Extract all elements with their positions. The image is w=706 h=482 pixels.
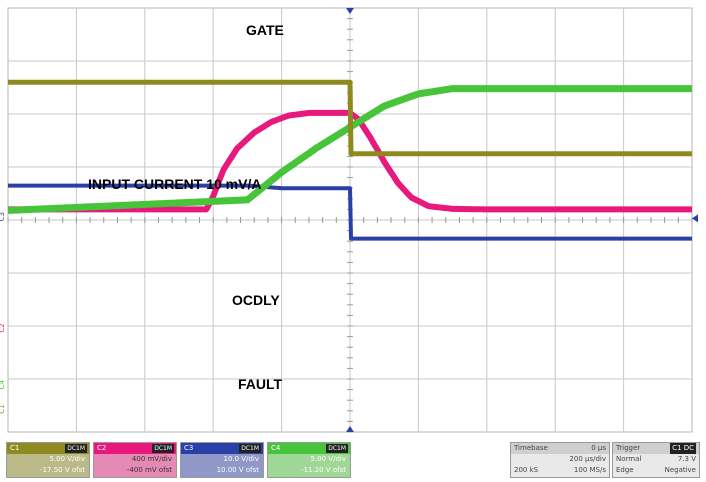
channel-c3-tag: DC1M	[239, 444, 261, 453]
oscilloscope-plot: C3 C2 C4 C1	[0, 7, 698, 433]
ocdly-label: OCDLY	[232, 292, 280, 308]
fault-trace	[6, 79, 694, 157]
channel-c4-tag: DC1M	[326, 444, 348, 453]
fault-label: FAULT	[238, 376, 283, 392]
timebase-box[interactable]: Timebase 0 µs 200 µs/div 200 kS 100 MS/s	[510, 442, 610, 478]
channel-c4-box[interactable]: C4 DC1M 5.00 V/div -11.20 V ofst	[267, 442, 351, 478]
channel-c2-id: C2	[97, 444, 107, 452]
traces	[5, 79, 695, 241]
channel-c2-scale: 400 mV/div	[131, 455, 172, 463]
trigger-type: Edge	[616, 466, 634, 474]
channel-c2-box[interactable]: C2 DC1M 400 mV/div -400 mV ofst	[93, 442, 177, 478]
channel-marker-c1: C1	[0, 404, 6, 413]
trigger-time-marker-bottom	[346, 426, 354, 432]
channel-c4-id: C4	[271, 444, 281, 452]
trigger-level: 7.3 V	[677, 455, 696, 463]
timebase-label: Timebase	[514, 444, 548, 452]
channel-marker-c3: C3	[0, 212, 6, 221]
timebase-delay: 0 µs	[591, 444, 606, 452]
channel-c3-box[interactable]: C3 DC1M 10.0 V/div 10.00 V ofst	[180, 442, 264, 478]
channel-c4-offset: -11.20 V ofst	[301, 466, 346, 474]
channel-marker-c2: C2	[0, 323, 6, 332]
channel-c1-id: C1	[10, 444, 20, 452]
channel-c1-offset: -17.50 V ofst	[40, 466, 85, 474]
trigger-time-marker	[346, 8, 354, 14]
trigger-label: Trigger	[616, 444, 641, 452]
channel-c3-id: C3	[184, 444, 194, 452]
timebase-rate: 100 MS/s	[573, 466, 606, 474]
channel-c3-offset: 10.00 V ofst	[216, 466, 259, 474]
channel-c2-tag: DC1M	[152, 444, 174, 453]
trigger-level-marker	[692, 214, 698, 223]
trigger-mode: Normal	[616, 455, 642, 463]
gate-label: GATE	[246, 22, 284, 38]
channel-c1-scale: 5.00 V/div	[49, 455, 86, 463]
channel-c1-box[interactable]: C1 DC1M 5.00 V/div -17.50 V ofst	[6, 442, 90, 478]
trigger-box[interactable]: Trigger C1 DC Normal 7.3 V Edge Negative	[612, 442, 700, 478]
channel-c1-tag: DC1M	[65, 444, 87, 453]
channel-c2-offset: -400 mV ofst	[126, 466, 172, 474]
timebase-per-div: 200 µs/div	[569, 455, 606, 463]
channel-c4-scale: 5.00 V/div	[310, 455, 347, 463]
timebase-samples: 200 kS	[514, 466, 539, 474]
channel-c3-scale: 10.0 V/div	[223, 455, 260, 463]
channel-marker-c4: C4	[0, 379, 6, 389]
markers: C3 C2 C4 C1	[0, 8, 698, 432]
gate-trace	[7, 183, 693, 241]
status-bar: C1 DC1M 5.00 V/div -17.50 V ofst C2 DC1M 4…	[0, 440, 706, 482]
trigger-slope: Negative	[664, 466, 696, 474]
input-current-label: INPUT CURRENT 10 mV/A	[88, 176, 262, 192]
trigger-badge: C1 DC	[670, 443, 696, 454]
